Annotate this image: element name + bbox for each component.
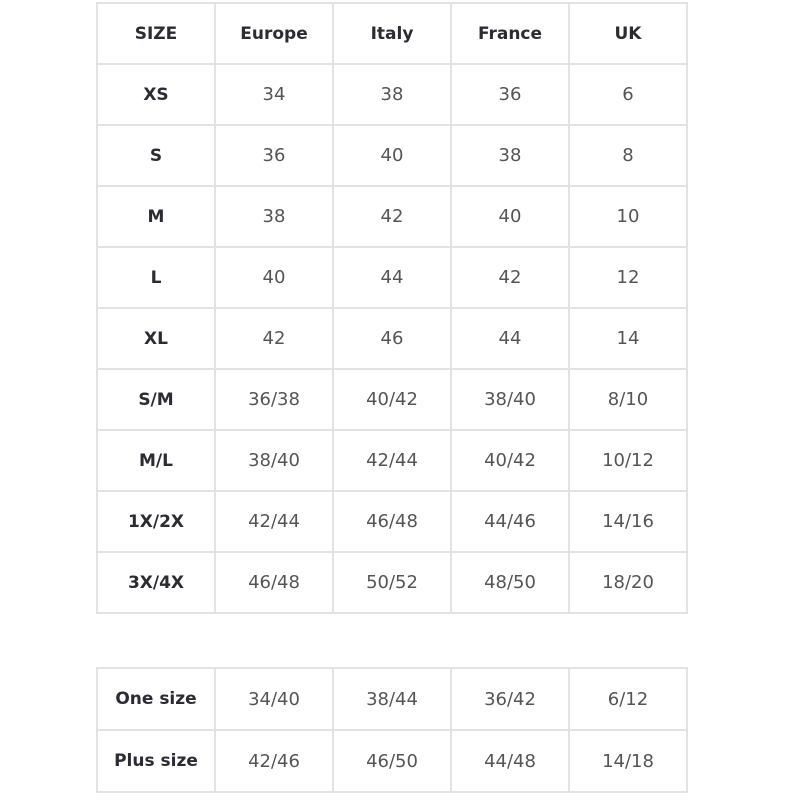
size-label-cell: M/L (96, 429, 216, 492)
size-value-cell: 50/52 (332, 551, 452, 614)
size-value-cell: 40 (450, 185, 570, 248)
size-label-cell: S (96, 124, 216, 187)
size-value-cell: 34/40 (214, 667, 334, 731)
size-label-cell: XL (96, 307, 216, 370)
size-value-cell: 8 (568, 124, 688, 187)
size-value-cell: 38 (332, 63, 452, 126)
size-value-cell: 10 (568, 185, 688, 248)
column-header: Europe (214, 2, 334, 65)
size-value-cell: 38 (450, 124, 570, 187)
size-value-cell: 38/40 (214, 429, 334, 492)
size-conversion-table: SIZE Europe Italy France UK XS 34 38 36 6 S 36 40 38 8… (96, 2, 688, 614)
size-value-cell: 14 (568, 307, 688, 370)
size-label-cell: S/M (96, 368, 216, 431)
size-value-cell: 42/46 (214, 729, 334, 793)
size-value-cell: 36/38 (214, 368, 334, 431)
size-label-cell: One size (96, 667, 216, 731)
size-value-cell: 46/50 (332, 729, 452, 793)
size-value-cell: 18/20 (568, 551, 688, 614)
size-label-cell: 1X/2X (96, 490, 216, 553)
table-row: XS 34 38 36 6 (96, 63, 688, 126)
size-value-cell: 40/42 (332, 368, 452, 431)
table-row: L 40 44 42 12 (96, 246, 688, 309)
column-header: UK (568, 2, 688, 65)
size-value-cell: 48/50 (450, 551, 570, 614)
size-value-cell: 10/12 (568, 429, 688, 492)
table-row: One size 34/40 38/44 36/42 6/12 (96, 667, 688, 731)
table-row: M/L 38/40 42/44 40/42 10/12 (96, 429, 688, 492)
size-value-cell: 14/16 (568, 490, 688, 553)
size-label-cell: Plus size (96, 729, 216, 793)
size-value-cell: 38 (214, 185, 334, 248)
table-row: 3X/4X 46/48 50/52 48/50 18/20 (96, 551, 688, 614)
size-value-cell: 46 (332, 307, 452, 370)
size-value-cell: 42/44 (214, 490, 334, 553)
size-value-cell: 44/48 (450, 729, 570, 793)
column-header: SIZE (96, 2, 216, 65)
size-value-cell: 42 (332, 185, 452, 248)
size-value-cell: 34 (214, 63, 334, 126)
size-label-cell: L (96, 246, 216, 309)
size-value-cell: 36 (214, 124, 334, 187)
size-value-cell: 42 (450, 246, 570, 309)
size-value-cell: 42 (214, 307, 334, 370)
size-value-cell: 14/18 (568, 729, 688, 793)
size-value-cell: 44 (332, 246, 452, 309)
size-value-cell: 42/44 (332, 429, 452, 492)
size-value-cell: 36 (450, 63, 570, 126)
table-row: XL 42 46 44 14 (96, 307, 688, 370)
table-row: 1X/2X 42/44 46/48 44/46 14/16 (96, 490, 688, 553)
table-row: Plus size 42/46 46/50 44/48 14/18 (96, 729, 688, 793)
table-row: M 38 42 40 10 (96, 185, 688, 248)
table-row: S 36 40 38 8 (96, 124, 688, 187)
column-header: France (450, 2, 570, 65)
size-value-cell: 8/10 (568, 368, 688, 431)
size-value-cell: 40/42 (450, 429, 570, 492)
size-label-cell: XS (96, 63, 216, 126)
table-row: S/M 36/38 40/42 38/40 8/10 (96, 368, 688, 431)
size-value-cell: 40 (332, 124, 452, 187)
size-label-cell: M (96, 185, 216, 248)
size-range-table: One size 34/40 38/44 36/42 6/12 Plus size 42/4… (96, 667, 688, 793)
size-value-cell: 38/40 (450, 368, 570, 431)
table-header-row: SIZE Europe Italy France UK (96, 2, 688, 65)
size-value-cell: 6 (568, 63, 688, 126)
size-value-cell: 40 (214, 246, 334, 309)
size-value-cell: 36/42 (450, 667, 570, 731)
size-value-cell: 38/44 (332, 667, 452, 731)
size-value-cell: 6/12 (568, 667, 688, 731)
size-value-cell: 12 (568, 246, 688, 309)
size-value-cell: 46/48 (214, 551, 334, 614)
size-value-cell: 44/46 (450, 490, 570, 553)
size-value-cell: 46/48 (332, 490, 452, 553)
size-value-cell: 44 (450, 307, 570, 370)
size-label-cell: 3X/4X (96, 551, 216, 614)
column-header: Italy (332, 2, 452, 65)
